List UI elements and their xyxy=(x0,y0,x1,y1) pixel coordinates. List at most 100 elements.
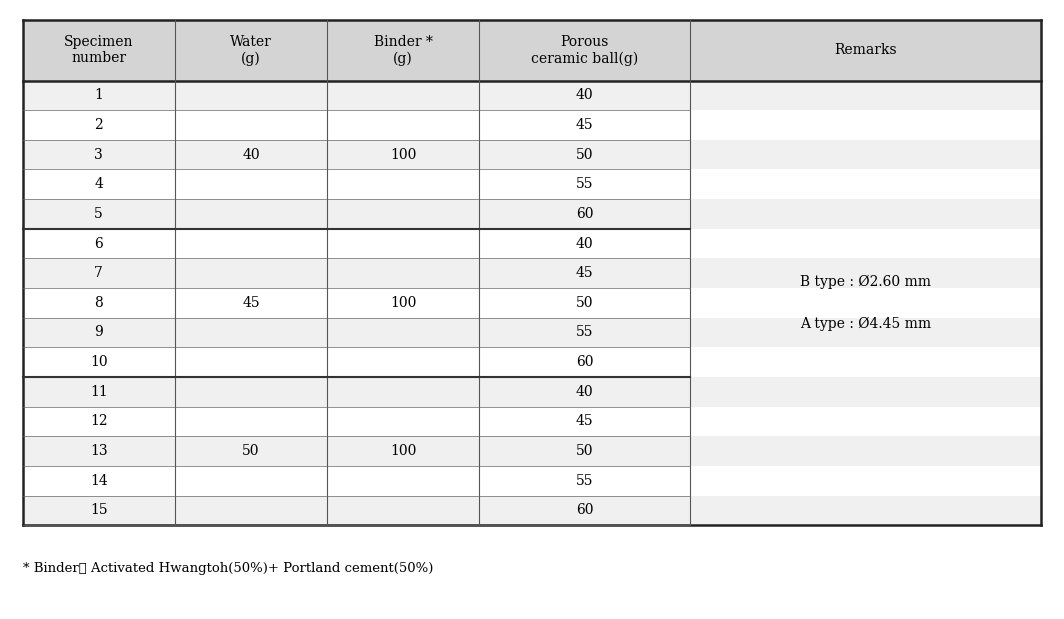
Bar xyxy=(691,318,1042,347)
Text: 10: 10 xyxy=(90,355,107,369)
Bar xyxy=(479,170,691,199)
Text: 45: 45 xyxy=(576,415,594,428)
Text: 40: 40 xyxy=(576,236,594,251)
Bar xyxy=(327,347,479,377)
Bar xyxy=(327,258,479,288)
Text: 8: 8 xyxy=(95,296,103,310)
Text: 1: 1 xyxy=(95,89,103,102)
Bar xyxy=(479,20,691,80)
Bar xyxy=(174,258,327,288)
Bar xyxy=(327,140,479,170)
Bar xyxy=(691,140,1042,170)
Bar xyxy=(174,110,327,140)
Bar xyxy=(174,318,327,347)
Text: Binder *
(g): Binder * (g) xyxy=(373,35,433,66)
Text: 5: 5 xyxy=(95,207,103,221)
Text: 55: 55 xyxy=(576,326,594,339)
Bar xyxy=(174,436,327,466)
Bar xyxy=(479,140,691,170)
Bar xyxy=(22,140,174,170)
Bar xyxy=(327,318,479,347)
Bar xyxy=(22,258,174,288)
Bar xyxy=(691,377,1042,407)
Text: Remarks: Remarks xyxy=(834,43,897,57)
Bar xyxy=(327,377,479,407)
Bar xyxy=(479,466,691,496)
Text: 3: 3 xyxy=(95,147,103,162)
Text: 60: 60 xyxy=(576,503,594,517)
Bar xyxy=(327,110,479,140)
Text: 9: 9 xyxy=(95,326,103,339)
Bar xyxy=(174,80,327,110)
Bar xyxy=(22,288,174,318)
Bar xyxy=(327,288,479,318)
Bar xyxy=(479,377,691,407)
Bar xyxy=(327,436,479,466)
Bar xyxy=(691,407,1042,436)
Bar xyxy=(691,466,1042,496)
Bar xyxy=(22,407,174,436)
Text: 60: 60 xyxy=(576,207,594,221)
Bar xyxy=(327,466,479,496)
Bar xyxy=(22,229,174,258)
Bar xyxy=(327,170,479,199)
Text: 45: 45 xyxy=(576,266,594,280)
Bar xyxy=(479,258,691,288)
Bar xyxy=(479,318,691,347)
Bar xyxy=(691,170,1042,199)
Bar xyxy=(22,377,174,407)
Text: Specimen
number: Specimen number xyxy=(64,35,133,65)
Bar xyxy=(174,20,327,80)
Text: 13: 13 xyxy=(90,444,107,458)
Text: 45: 45 xyxy=(576,118,594,132)
Bar xyxy=(174,140,327,170)
Bar xyxy=(22,436,174,466)
Bar xyxy=(327,199,479,229)
Bar xyxy=(691,20,1042,80)
Bar xyxy=(479,288,691,318)
Bar xyxy=(691,258,1042,288)
Text: Water
(g): Water (g) xyxy=(230,35,272,66)
Bar xyxy=(691,347,1042,377)
Bar xyxy=(174,199,327,229)
Bar xyxy=(174,466,327,496)
Text: 40: 40 xyxy=(576,385,594,399)
Bar xyxy=(479,80,691,110)
Bar xyxy=(691,436,1042,466)
Bar xyxy=(327,20,479,80)
Text: 40: 40 xyxy=(576,89,594,102)
Text: * Binder： Activated Hwangtoh(50%)+ Portland cement(50%): * Binder： Activated Hwangtoh(50%)+ Portl… xyxy=(22,562,433,575)
Bar xyxy=(479,496,691,525)
Bar xyxy=(22,318,174,347)
Bar xyxy=(174,229,327,258)
Bar xyxy=(691,80,1042,110)
Bar xyxy=(327,229,479,258)
Text: 40: 40 xyxy=(243,147,260,162)
Bar xyxy=(691,110,1042,140)
Text: 4: 4 xyxy=(95,177,103,191)
Bar xyxy=(22,347,174,377)
Bar xyxy=(22,466,174,496)
Text: 100: 100 xyxy=(390,444,416,458)
Bar xyxy=(479,407,691,436)
Bar xyxy=(22,170,174,199)
Bar xyxy=(691,288,1042,318)
Bar xyxy=(174,288,327,318)
Text: 100: 100 xyxy=(390,147,416,162)
Text: 100: 100 xyxy=(390,296,416,310)
Text: 7: 7 xyxy=(95,266,103,280)
Text: 55: 55 xyxy=(576,474,594,488)
Text: Porous
ceramic ball(g): Porous ceramic ball(g) xyxy=(531,35,638,66)
Bar xyxy=(174,496,327,525)
Bar xyxy=(327,496,479,525)
Text: 50: 50 xyxy=(576,147,594,162)
Bar xyxy=(174,170,327,199)
Text: 50: 50 xyxy=(576,444,594,458)
Bar xyxy=(174,347,327,377)
Bar xyxy=(22,110,174,140)
Bar xyxy=(691,229,1042,258)
Text: 15: 15 xyxy=(90,503,107,517)
Bar xyxy=(479,347,691,377)
Text: 14: 14 xyxy=(89,474,107,488)
Bar xyxy=(22,80,174,110)
